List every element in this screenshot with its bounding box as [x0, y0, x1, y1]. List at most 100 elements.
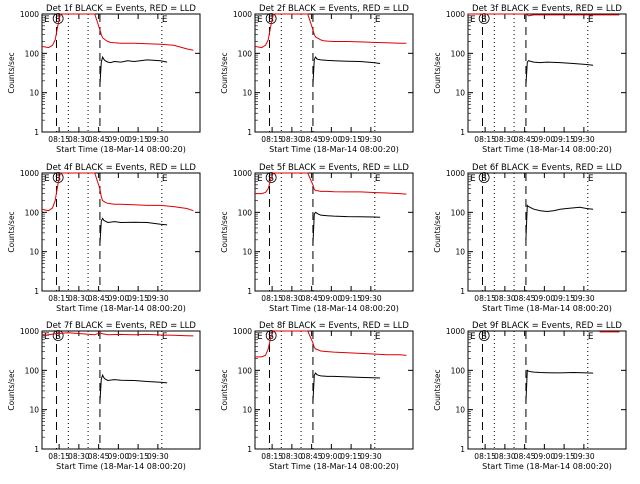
plot-frame: [42, 14, 200, 132]
x-tick-label: 08:30: [494, 135, 516, 144]
x-tick-label: 08:45: [88, 294, 110, 303]
chart-panel-3: Det 3f BLACK = Events, RED = LLD11010010…: [433, 4, 626, 154]
chart-title: Det 6f BLACK = Events, RED = LLD: [472, 163, 622, 173]
event-marker: E: [162, 15, 168, 25]
events-series-line: [313, 212, 380, 244]
y-axis-label: Counts/sec: [220, 369, 229, 410]
y-tick-label: 1: [34, 445, 39, 454]
x-tick-label: 09:15: [553, 135, 575, 144]
y-tick-label: 10: [242, 89, 252, 98]
plot-frame: [42, 331, 200, 449]
x-tick-label: 09:30: [573, 135, 595, 144]
x-tick-label: 09:00: [321, 452, 343, 461]
x-tick-label: 08:15: [261, 452, 283, 461]
x-tick-label: 08:45: [514, 294, 536, 303]
y-tick-label: 1: [460, 445, 465, 454]
y-tick-label: 10: [29, 406, 39, 415]
y-tick-label: 10: [455, 89, 465, 98]
x-axis-label: Start Time (18-Mar-14 08:00:20): [269, 304, 399, 313]
plot-frame: [468, 14, 626, 132]
x-tick-label: 08:45: [514, 452, 536, 461]
x-tick-label: 09:00: [108, 135, 130, 144]
y-tick-label: 1000: [446, 169, 465, 178]
x-tick-label: 09:00: [534, 135, 556, 144]
y-tick-label: 10: [242, 406, 252, 415]
x-tick-label: 08:30: [281, 294, 303, 303]
event-marker: E: [588, 174, 594, 184]
events-series-line: [313, 373, 380, 403]
chart-panel-4: Det 4f BLACK = Events, RED = LLD11010010…: [7, 163, 200, 313]
x-tick-label: 08:15: [474, 294, 496, 303]
x-tick-label: 09:15: [340, 452, 362, 461]
y-tick-label: 1: [247, 445, 252, 454]
x-tick-label: 09:00: [534, 294, 556, 303]
x-axis-label: Start Time (18-Mar-14 08:00:20): [269, 462, 399, 471]
x-tick-label: 09:30: [573, 452, 595, 461]
y-tick-label: 1000: [233, 327, 252, 336]
y-tick-label: 1: [247, 287, 252, 296]
x-tick-label: 08:15: [48, 452, 70, 461]
y-tick-label: 100: [238, 366, 253, 375]
lld-series-line: [42, 14, 193, 50]
plot-frame: [468, 331, 626, 449]
events-series-line: [526, 370, 593, 402]
y-tick-label: 1: [34, 128, 39, 137]
y-axis-label: Counts/sec: [433, 369, 442, 410]
chart-panel-7: Det 7f BLACK = Events, RED = LLD11010010…: [7, 321, 200, 471]
y-tick-label: 10: [29, 89, 39, 98]
event-marker: E: [257, 174, 263, 184]
chart-title: Det 5f BLACK = Events, RED = LLD: [259, 163, 409, 173]
y-tick-label: 1000: [446, 10, 465, 19]
x-tick-label: 09:15: [340, 135, 362, 144]
event-marker: E: [257, 15, 263, 25]
events-series-line: [313, 57, 380, 86]
y-tick-label: 100: [25, 366, 40, 375]
x-tick-label: 08:30: [494, 452, 516, 461]
event-marker: E: [375, 332, 381, 342]
x-tick-label: 08:30: [68, 452, 90, 461]
y-tick-label: 100: [238, 208, 253, 217]
x-tick-label: 09:30: [360, 135, 382, 144]
y-tick-label: 100: [25, 208, 40, 217]
x-tick-label: 08:15: [474, 452, 496, 461]
lld-series-line: [255, 173, 406, 194]
x-axis-label: Start Time (18-Mar-14 08:00:20): [269, 145, 399, 154]
chart-panel-1: Det 1f BLACK = Events, RED = LLD11010010…: [7, 4, 200, 154]
x-tick-label: 09:30: [360, 452, 382, 461]
event-marker: E: [44, 332, 50, 342]
x-tick-label: 08:45: [301, 135, 323, 144]
chart-title: Det 9f BLACK = Events, RED = LLD: [472, 321, 622, 331]
x-tick-label: 09:15: [340, 294, 362, 303]
y-tick-label: 10: [242, 248, 252, 257]
event-marker: E: [44, 15, 50, 25]
x-axis-label: Start Time (18-Mar-14 08:00:20): [482, 462, 612, 471]
x-tick-label: 08:30: [68, 135, 90, 144]
x-tick-label: 08:15: [48, 135, 70, 144]
events-series-line: [526, 205, 593, 239]
x-tick-label: 09:00: [534, 452, 556, 461]
x-tick-label: 09:00: [108, 452, 130, 461]
y-tick-label: 10: [455, 406, 465, 415]
lld-series-line: [42, 333, 193, 336]
chart-panel-6: Det 6f BLACK = Events, RED = LLD11010010…: [433, 163, 626, 313]
y-tick-label: 1: [34, 287, 39, 296]
chart-title: Det 2f BLACK = Events, RED = LLD: [259, 4, 409, 14]
x-tick-label: 08:15: [261, 135, 283, 144]
chart-title: Det 1f BLACK = Events, RED = LLD: [46, 4, 196, 14]
y-axis-label: Counts/sec: [433, 52, 442, 93]
event-marker: E: [588, 332, 594, 342]
x-tick-label: 08:45: [514, 135, 536, 144]
y-tick-label: 1: [247, 128, 252, 137]
x-tick-label: 08:15: [261, 294, 283, 303]
y-tick-label: 100: [451, 208, 466, 217]
events-series-line: [100, 57, 167, 86]
y-tick-label: 1000: [233, 169, 252, 178]
x-tick-label: 08:45: [301, 294, 323, 303]
y-tick-label: 100: [238, 49, 253, 58]
plot-frame: [255, 14, 413, 132]
y-tick-label: 1: [460, 128, 465, 137]
x-tick-label: 08:15: [474, 135, 496, 144]
event-marker: E: [162, 174, 168, 184]
